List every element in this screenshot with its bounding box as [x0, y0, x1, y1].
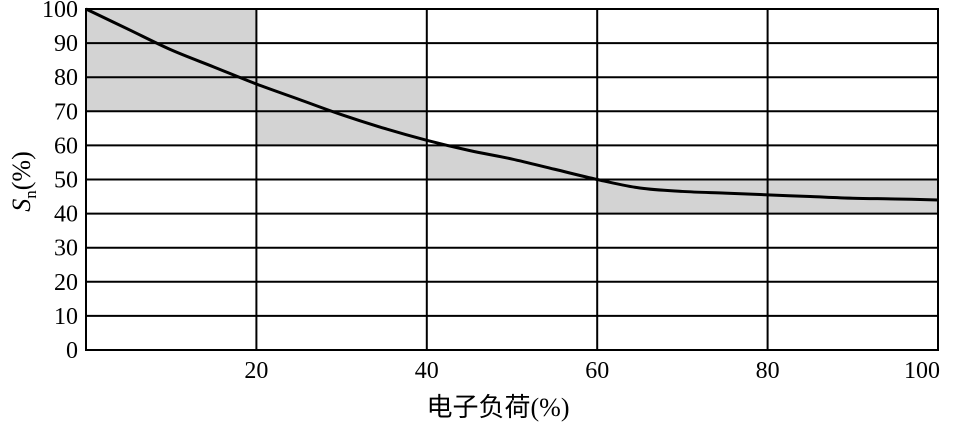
y-tick-labels: 0 10 20 30 40 50 60 70 80 90 100 [42, 0, 78, 364]
y-axis-label-subscript: n [21, 190, 40, 199]
y-axis-label: Sn(%) [7, 151, 40, 211]
y-tick-label: 30 [54, 236, 78, 262]
x-axis-label: 电子负荷(%) [427, 393, 570, 422]
x-tick-labels: 20 40 60 80 100 [244, 358, 940, 384]
x-tick-label: 60 [585, 358, 609, 384]
x-tick-label: 100 [904, 358, 940, 384]
y-tick-label: 70 [54, 99, 78, 125]
plot-frame [85, 8, 939, 351]
series-layer [85, 7, 939, 202]
y-tick-label: 80 [54, 65, 78, 91]
x-tick-label: 20 [244, 358, 268, 384]
y-tick-label: 40 [54, 202, 78, 228]
y-tick-label: 10 [54, 304, 78, 330]
shaded-band-1 [86, 9, 257, 112]
x-tick-label: 80 [756, 358, 780, 384]
y-tick-label: 60 [54, 133, 78, 159]
y-axis-label-suffix: (%) [7, 151, 36, 190]
x-tick-label: 40 [415, 358, 439, 384]
y-axis-label-main: S [7, 199, 36, 212]
series-line-1 [85, 7, 939, 202]
y-tick-label: 50 [54, 168, 78, 194]
y-tick-label: 0 [66, 338, 78, 364]
y-tick-label: 100 [42, 0, 78, 23]
y-tick-label: 20 [54, 270, 78, 296]
y-tick-label: 90 [54, 31, 78, 57]
